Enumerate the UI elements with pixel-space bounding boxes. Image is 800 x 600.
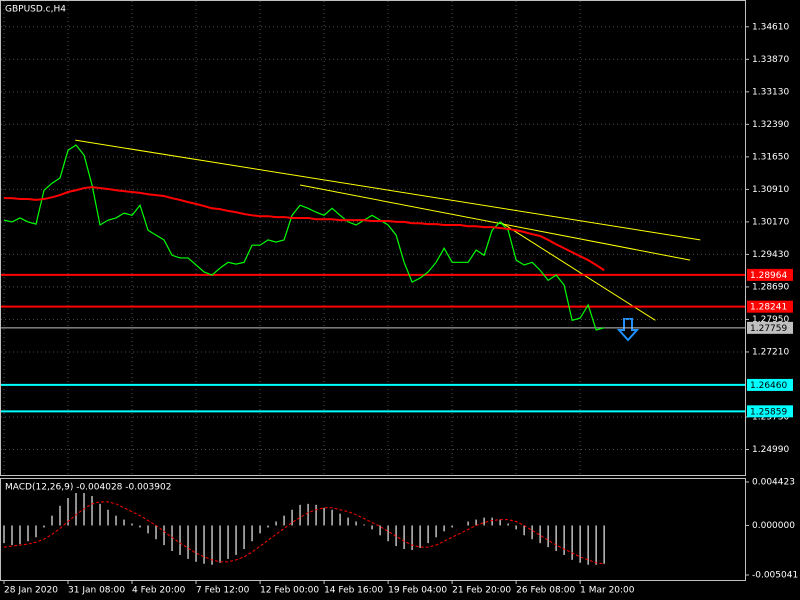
- y-tick-label: 1.27950: [752, 315, 789, 325]
- level-label: 1.27759: [750, 324, 787, 334]
- x-tick-label: 12 Feb 00:00: [260, 586, 319, 596]
- y-tick-label: 1.34610: [752, 22, 789, 32]
- trendline: [499, 221, 656, 321]
- signal-line: [3, 501, 605, 565]
- y-tick-label: 1.30910: [752, 185, 789, 195]
- y-tick-label: -0.005041: [752, 570, 798, 580]
- trendline: [75, 139, 701, 241]
- price-line: [3, 144, 605, 331]
- level-label: 1.28964: [750, 271, 787, 281]
- x-tick-label: 19 Feb 04:00: [388, 586, 447, 596]
- trendline: [299, 184, 691, 261]
- y-tick-label: 1.27210: [752, 347, 789, 357]
- chart-title: GBPUSD.c,H4: [5, 5, 66, 15]
- y-tick-label: 1.28690: [752, 282, 789, 292]
- y-tick-label: 1.29430: [752, 250, 789, 260]
- y-tick-label: 1.30170: [752, 217, 789, 227]
- x-tick-label: 1 Mar 20:00: [580, 586, 635, 596]
- level-label-box: [747, 321, 793, 334]
- level-label-box: [747, 268, 793, 281]
- x-tick-label: 26 Feb 08:00: [516, 586, 575, 596]
- x-tick-label: 14 Feb 16:00: [324, 586, 383, 596]
- price-line: [4, 186, 605, 272]
- y-tick-label: 0.004423: [752, 477, 795, 487]
- level-label-box: [747, 300, 793, 313]
- level-label-box: [747, 378, 793, 391]
- y-tick-label: 1.24990: [752, 445, 789, 455]
- level-label: 1.26460: [750, 381, 787, 391]
- main-frame: [0, 0, 746, 476]
- x-tick-label: 21 Feb 20:00: [452, 586, 511, 596]
- x-tick-label: 31 Jan 08:00: [68, 586, 125, 596]
- y-tick-label: 1.33870: [752, 55, 789, 65]
- x-tick-label: 28 Jan 2020: [4, 586, 58, 596]
- level-label-box: [747, 405, 793, 418]
- macd-frame: [0, 478, 746, 581]
- y-tick-label: 1.25730: [752, 412, 789, 422]
- y-tick-label: 1.32390: [752, 120, 789, 130]
- level-label: 1.28241: [750, 303, 787, 313]
- y-tick-label: 1.31650: [752, 152, 789, 162]
- x-tick-label: 7 Feb 12:00: [196, 586, 250, 596]
- sell-arrow: [616, 318, 640, 342]
- level-label: 1.25859: [750, 407, 787, 417]
- macd-title: MACD(12,26,9) -0.004028 -0.003902: [5, 483, 171, 493]
- y-tick-label: 1.33130: [752, 87, 789, 97]
- x-tick-label: 4 Feb 20:00: [132, 586, 186, 596]
- y-tick-label: 0.000000: [752, 521, 795, 531]
